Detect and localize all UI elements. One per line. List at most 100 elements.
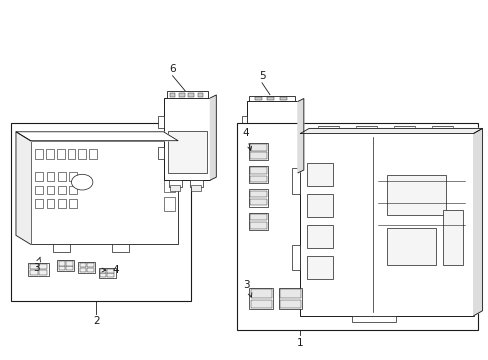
Text: 2: 2 [93,316,100,326]
Bar [386,228,435,265]
Bar [107,269,114,273]
Bar [107,273,114,277]
Bar [300,134,473,316]
Bar [35,199,43,208]
Bar [442,210,462,265]
Bar [291,245,300,270]
Bar [249,213,267,230]
Bar [57,149,64,159]
Bar [69,185,77,194]
Polygon shape [297,99,303,173]
Bar [352,316,395,322]
Text: 6: 6 [169,64,176,74]
Bar [87,263,93,267]
Bar [164,98,210,180]
Bar [46,185,54,194]
Bar [100,273,106,277]
Bar [99,267,116,278]
Bar [59,261,65,266]
Bar [35,149,43,159]
Bar [111,244,128,252]
Text: 5: 5 [258,71,265,81]
Bar [69,172,77,181]
Text: 4: 4 [242,128,251,150]
Polygon shape [300,129,482,134]
Bar [35,185,43,194]
Bar [307,225,333,248]
Bar [307,163,333,186]
Bar [307,256,333,279]
Bar [164,197,175,211]
Bar [170,185,180,191]
Bar [78,262,95,273]
Bar [278,288,301,309]
Bar [168,180,182,187]
Bar [250,300,271,308]
Bar [80,268,86,272]
Bar [197,93,203,97]
Bar [78,149,86,159]
Bar [250,167,266,174]
Bar [249,143,267,160]
Bar [158,116,164,128]
Bar [66,266,73,270]
Bar [46,199,54,208]
Text: 3: 3 [33,257,41,273]
Bar [11,123,191,301]
Bar [58,185,65,194]
Bar [431,126,452,134]
Polygon shape [473,129,482,316]
Bar [191,185,201,191]
Bar [279,300,300,308]
Bar [276,178,287,183]
Bar [179,93,184,97]
Bar [35,172,43,181]
Bar [250,125,293,164]
Bar [291,168,300,194]
Bar [164,177,175,192]
Bar [58,172,65,181]
Bar [158,147,164,159]
Bar [58,199,65,208]
Bar [30,264,38,269]
Bar [250,214,266,220]
Bar [30,141,178,244]
Bar [249,288,272,309]
Bar [189,180,202,187]
Bar [188,93,193,97]
Polygon shape [210,95,216,180]
Bar [166,91,208,98]
Bar [250,176,266,182]
Text: 3: 3 [243,280,251,297]
Bar [250,191,266,197]
Bar [250,144,266,151]
Polygon shape [16,132,30,244]
Bar [69,199,77,208]
Bar [30,270,38,275]
Bar [274,173,289,179]
Bar [254,97,261,100]
Bar [89,149,97,159]
Bar [28,263,48,276]
Text: 4: 4 [102,265,119,275]
Bar [251,173,266,179]
Bar [169,93,175,97]
Bar [167,131,206,174]
Bar [249,189,267,207]
Bar [100,269,106,273]
Bar [67,149,75,159]
Bar [39,270,46,275]
Bar [386,175,445,216]
Bar [57,260,74,271]
Circle shape [71,174,93,190]
Bar [237,123,477,330]
Bar [46,149,54,159]
Bar [317,126,338,134]
Polygon shape [16,132,178,141]
Bar [253,178,264,183]
Bar [46,172,54,181]
Bar [355,126,376,134]
Bar [246,102,297,173]
Bar [280,97,286,100]
Bar [250,289,271,297]
